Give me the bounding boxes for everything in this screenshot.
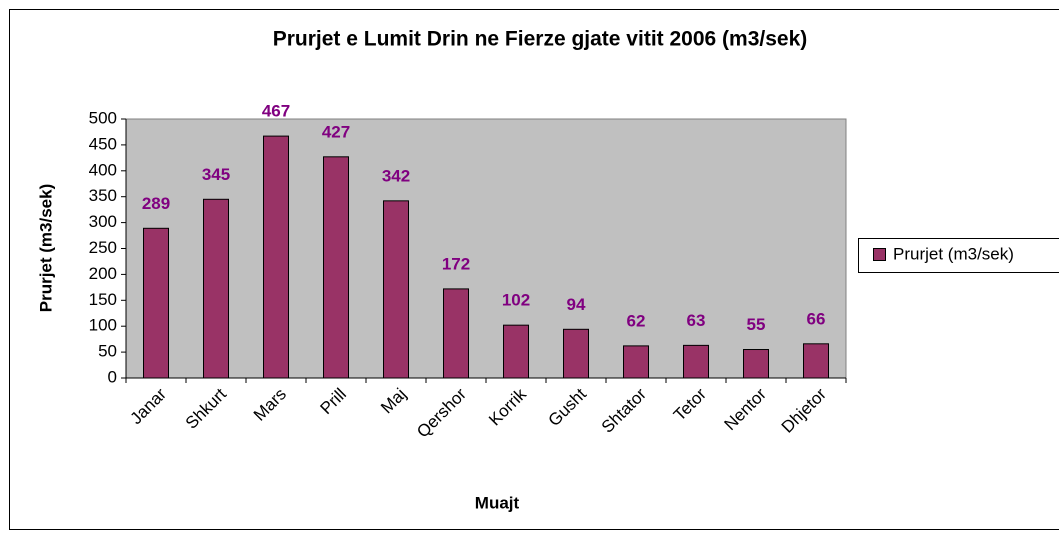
- bar: [443, 288, 469, 379]
- bar: [383, 200, 409, 379]
- data-label: 289: [142, 194, 170, 213]
- data-label: 66: [807, 309, 826, 328]
- bar: [563, 328, 589, 379]
- chart-title: Prurjet e Lumit Drin ne Fierze gjate vit…: [273, 28, 808, 51]
- data-label: 55: [747, 315, 766, 334]
- legend-swatch: [873, 248, 886, 261]
- bar: [143, 227, 169, 379]
- data-label: 342: [382, 166, 410, 185]
- y-tick-label: 0: [108, 367, 117, 386]
- y-tick-label: 350: [89, 186, 117, 205]
- y-tick-label: 500: [89, 108, 117, 127]
- y-tick-label: 300: [89, 212, 117, 231]
- data-label: 345: [202, 165, 230, 184]
- y-tick-label: 250: [89, 238, 117, 257]
- bar: [503, 324, 529, 379]
- legend-label: Prurjet (m3/sek): [893, 244, 1014, 263]
- y-tick-label: 400: [89, 160, 117, 179]
- legend-box: [858, 238, 1059, 273]
- data-label: 62: [627, 311, 646, 330]
- y-tick-label: 450: [89, 134, 117, 153]
- data-label: 427: [322, 122, 350, 141]
- bar: [203, 198, 229, 379]
- data-label: 94: [567, 295, 586, 314]
- data-label: 102: [502, 291, 530, 310]
- y-tick-label: 100: [89, 316, 117, 335]
- bar: [263, 135, 289, 379]
- bar: [803, 343, 829, 379]
- y-tick-label: 50: [98, 342, 117, 361]
- y-tick-label: 150: [89, 290, 117, 309]
- y-axis-title: Prurjet (m3/sek): [36, 184, 55, 313]
- data-label: 467: [262, 102, 290, 121]
- bar: [323, 156, 349, 379]
- x-axis-title: Muajt: [475, 493, 520, 512]
- bar: [623, 345, 649, 379]
- data-label: 63: [687, 311, 706, 330]
- data-label: 172: [442, 254, 470, 273]
- plot-area: [125, 118, 847, 379]
- bar: [683, 344, 709, 379]
- y-tick-label: 200: [89, 264, 117, 283]
- bar: [743, 349, 769, 379]
